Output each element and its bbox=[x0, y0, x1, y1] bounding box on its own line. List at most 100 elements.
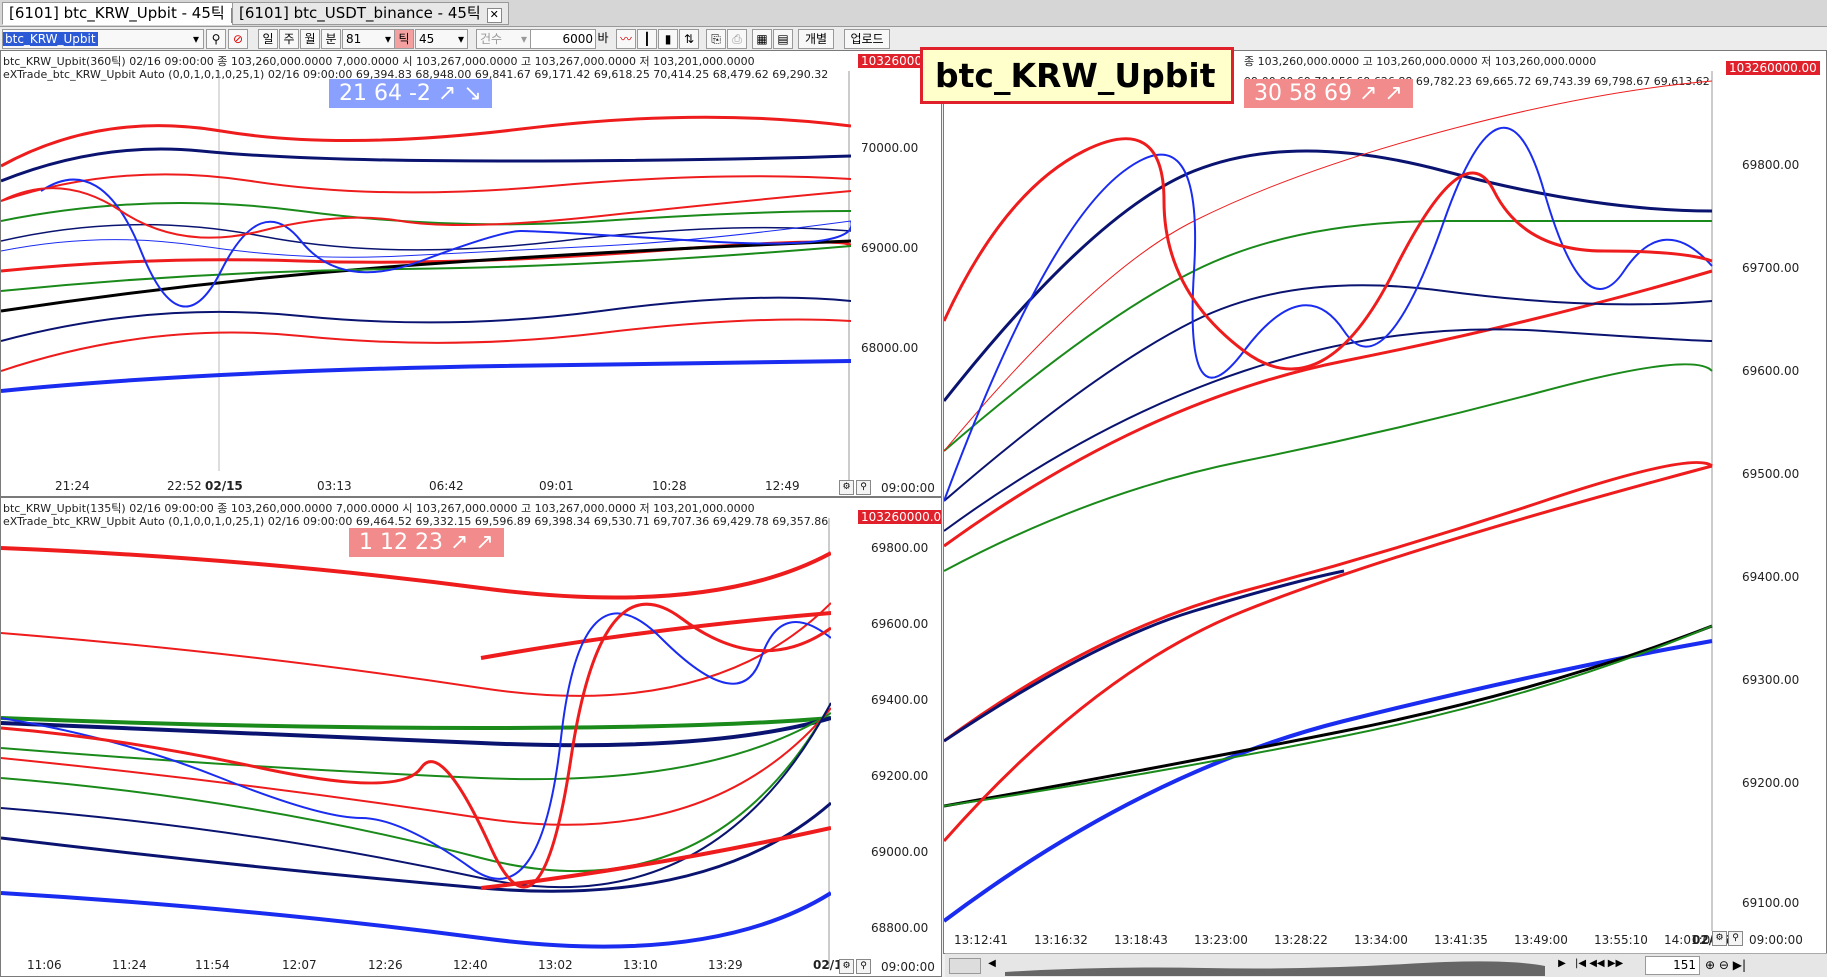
period-month-button[interactable]: 월 bbox=[300, 29, 320, 49]
grid-icon[interactable]: ▦ bbox=[752, 29, 772, 49]
current-price-tag: 103260000.00 bbox=[858, 510, 941, 524]
upload-button[interactable]: 업로드 bbox=[844, 29, 890, 49]
symbol-title: btc_KRW_Upbit bbox=[935, 56, 1216, 95]
settings-icon[interactable]: ⚙ bbox=[1712, 931, 1727, 946]
tick-select[interactable]: 45 ▾ bbox=[415, 29, 468, 49]
scroll-right-icon[interactable]: ▶ bbox=[1558, 958, 1566, 969]
signal-badge: 21 64 -2 ↗ ↘ bbox=[329, 79, 492, 108]
count-input[interactable]: 6000 bbox=[530, 29, 596, 49]
signal-badge: 30 58 69 ↗ ↗ bbox=[1244, 79, 1413, 108]
search-remove-icon[interactable]: ⊘ bbox=[228, 29, 248, 49]
settings-icon[interactable]: ⚙ bbox=[839, 480, 854, 495]
current-price-tag: 103260000.00 bbox=[1726, 61, 1820, 75]
scroll-nav-icons[interactable]: |◀ ◀◀ ▶▶ bbox=[1575, 958, 1624, 969]
x-axis-label: 13:23:00 bbox=[1194, 933, 1248, 947]
x-axis-label: 09:00:00 bbox=[881, 481, 935, 495]
x-axis-label: 21:24 bbox=[55, 479, 90, 493]
tab-btc-usdt-binance[interactable]: [6101] btc_USDT_binance - 45틱 ✕ bbox=[232, 2, 509, 25]
sort-icon[interactable]: ⇅ bbox=[679, 29, 699, 49]
x-axis-label: 13:18:43 bbox=[1114, 933, 1168, 947]
print-icon[interactable]: ⎙ bbox=[727, 29, 747, 49]
tab-label: [6101] btc_USDT_binance - 45틱 bbox=[239, 4, 481, 22]
scroll-left-icon[interactable]: ◀ bbox=[988, 958, 996, 969]
y-axis-label: 69600.00 bbox=[871, 617, 929, 631]
signal-badge: 1 12 23 ↗ ↗ bbox=[349, 528, 504, 557]
x-axis-label: 12:07 bbox=[282, 958, 317, 972]
period-tick-button[interactable]: 틱 bbox=[394, 29, 414, 49]
close-icon[interactable]: ✕ bbox=[486, 8, 502, 23]
chevron-down-icon: ▾ bbox=[192, 32, 199, 46]
copy-icon[interactable]: ⎘ bbox=[706, 29, 726, 49]
zoom-icon[interactable]: ⚲ bbox=[1728, 931, 1743, 946]
count-select[interactable]: 건수 ▾ bbox=[476, 29, 531, 49]
x-axis-label: 09:01 bbox=[539, 479, 574, 493]
x-axis-label: 13:34:00 bbox=[1354, 933, 1408, 947]
indicator-info-line: eXTrade_btc_KRW_Upbit Auto (0,0,1,0,1,0,… bbox=[3, 68, 829, 81]
indicator-info-line: eXTrade_btc_KRW_Upbit Auto (0,1,0,0,1,0,… bbox=[3, 515, 829, 528]
x-axis-label: 12:49 bbox=[765, 479, 800, 493]
x-axis-label: 13:12:41 bbox=[954, 933, 1008, 947]
settings-icon[interactable]: ⚙ bbox=[839, 959, 854, 974]
price-info-line: btc_KRW_Upbit(360틱) 02/16 09:00:00 종 103… bbox=[3, 55, 755, 68]
tick-value: 45 bbox=[419, 32, 435, 46]
count-unit: 바 bbox=[597, 31, 609, 45]
count-label: 건수 bbox=[480, 32, 503, 46]
period-minute-button[interactable]: 분 bbox=[321, 29, 341, 49]
symbol-combo[interactable]: btc_KRW_Upbit ▾ bbox=[2, 29, 204, 49]
y-axis-label: 69800.00 bbox=[871, 541, 929, 555]
x-axis-label: 13:29 bbox=[708, 958, 743, 972]
y-axis-label: 68000.00 bbox=[861, 341, 919, 355]
zoom-icon[interactable]: ⚲ bbox=[856, 959, 871, 974]
y-axis-label: 68800.00 bbox=[871, 921, 929, 935]
y-axis-label: 69400.00 bbox=[1742, 570, 1800, 584]
minute-value: 81 bbox=[346, 32, 362, 46]
chart-plot-bottom-left bbox=[1, 518, 831, 968]
table-icon[interactable]: ▤ bbox=[773, 29, 793, 49]
bar-chart-icon[interactable]: ▮ bbox=[658, 29, 678, 49]
x-axis-label: 02/15 bbox=[205, 479, 243, 493]
each-button[interactable]: 개별 bbox=[798, 29, 834, 49]
x-axis-label: 03:13 bbox=[317, 479, 352, 493]
chart-toolbar: btc_KRW_Upbit ▾ ⚲ ⊘ 일 주 월 분 81 ▾ 틱 45 ▾ 건수… bbox=[0, 27, 1827, 52]
search-icon[interactable]: ⚲ bbox=[206, 29, 226, 49]
chart-plot-right bbox=[944, 71, 1713, 931]
x-axis-label: 13:02 bbox=[538, 958, 573, 972]
chevron-down-icon: ▾ bbox=[384, 32, 391, 46]
y-axis-label: 69500.00 bbox=[1742, 467, 1800, 481]
period-day-button[interactable]: 일 bbox=[258, 29, 278, 49]
price-info-line: 종 103,260,000.0000 고 103,260,000.0000 저 … bbox=[1244, 55, 1597, 68]
chart-panel-top-left[interactable]: btc_KRW_Upbit(360틱) 02/16 09:00:00 종 103… bbox=[0, 50, 942, 497]
x-axis-label: 06:42 bbox=[429, 479, 464, 493]
candle-chart-icon[interactable]: ┃ bbox=[637, 29, 657, 49]
tab-label: [6101] btc_KRW_Upbit - 45틱 bbox=[9, 4, 225, 22]
x-axis-label: 22:52 bbox=[167, 479, 202, 493]
x-axis-label: 10:28 bbox=[652, 479, 687, 493]
chart-scrollbar[interactable]: ◀ ▶ |◀ ◀◀ ▶▶ 151 ⊕ ⊖ ▶| bbox=[945, 953, 1827, 977]
price-info-line: btc_KRW_Upbit(135틱) 02/16 09:00:00 종 103… bbox=[3, 502, 755, 515]
x-axis-label: 13:16:32 bbox=[1034, 933, 1088, 947]
chart-plot-top-left bbox=[1, 71, 851, 491]
volume-overview bbox=[1005, 961, 1545, 976]
x-axis-label: 14:01:00 bbox=[1664, 933, 1718, 947]
tab-btc-krw-upbit[interactable]: [6101] btc_KRW_Upbit - 45틱✕ bbox=[2, 2, 253, 25]
line-chart-icon[interactable]: 〰 bbox=[616, 29, 636, 49]
x-axis-label: 13:55:10 bbox=[1594, 933, 1648, 947]
scroll-track-handle[interactable] bbox=[949, 958, 981, 974]
x-axis-label: 12:26 bbox=[368, 958, 403, 972]
y-axis-label: 69800.00 bbox=[1742, 158, 1800, 172]
y-axis-label: 69200.00 bbox=[871, 769, 929, 783]
y-axis-label: 69000.00 bbox=[861, 241, 919, 255]
y-axis-label: 69400.00 bbox=[871, 693, 929, 707]
x-axis-label: 13:10 bbox=[623, 958, 658, 972]
zoom-controls-icon[interactable]: ⊕ ⊖ ▶| bbox=[1705, 958, 1747, 972]
minute-select[interactable]: 81 ▾ bbox=[342, 29, 395, 49]
period-week-button[interactable]: 주 bbox=[279, 29, 299, 49]
bar-count-input[interactable]: 151 bbox=[1645, 956, 1700, 975]
chart-panel-bottom-left[interactable]: btc_KRW_Upbit(135틱) 02/16 09:00:00 종 103… bbox=[0, 497, 942, 977]
zoom-icon[interactable]: ⚲ bbox=[856, 480, 871, 495]
chevron-down-icon: ▾ bbox=[520, 32, 527, 46]
x-axis-label: 11:06 bbox=[27, 958, 62, 972]
x-axis-label: 13:49:00 bbox=[1514, 933, 1568, 947]
y-axis-label: 69300.00 bbox=[1742, 673, 1800, 687]
chart-panel-right[interactable]: 종 103,260,000.0000 고 103,260,000.0000 저 … bbox=[943, 50, 1827, 954]
